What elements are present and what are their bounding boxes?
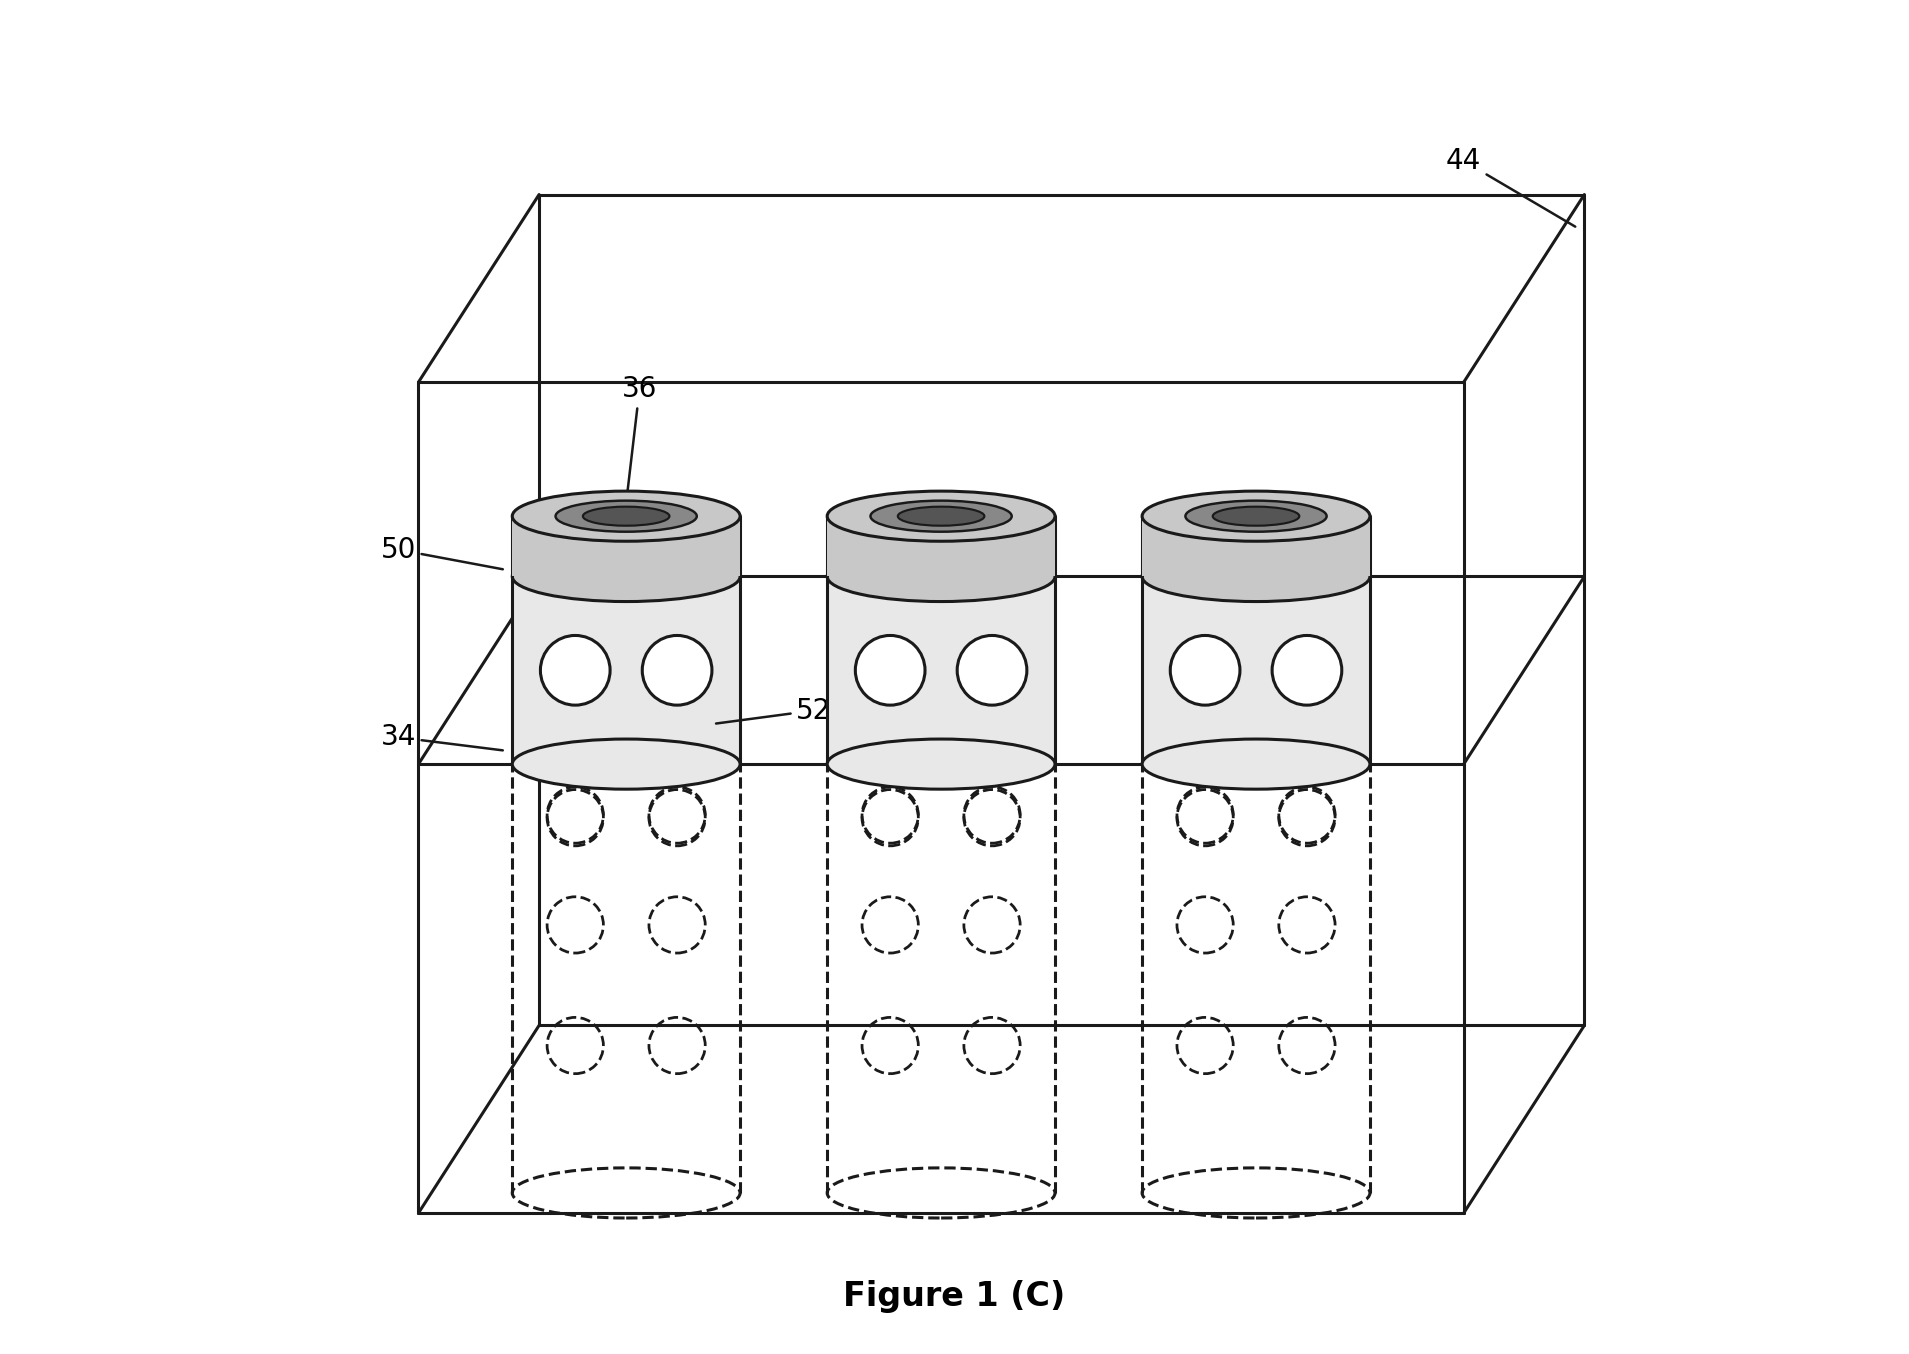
Text: 44: 44 xyxy=(1447,148,1575,226)
Ellipse shape xyxy=(827,551,1056,601)
Text: 34: 34 xyxy=(380,723,502,751)
Ellipse shape xyxy=(582,506,670,525)
Circle shape xyxy=(1170,635,1241,705)
Circle shape xyxy=(956,635,1027,705)
Circle shape xyxy=(641,635,712,705)
Circle shape xyxy=(855,635,926,705)
Ellipse shape xyxy=(512,739,741,789)
Ellipse shape xyxy=(1142,551,1371,601)
Circle shape xyxy=(1271,635,1342,705)
Ellipse shape xyxy=(512,551,741,601)
Ellipse shape xyxy=(871,501,1012,532)
Polygon shape xyxy=(1142,577,1371,764)
Ellipse shape xyxy=(1212,506,1300,525)
Ellipse shape xyxy=(1185,501,1327,532)
Ellipse shape xyxy=(1142,492,1371,542)
Ellipse shape xyxy=(556,501,697,532)
Text: 52: 52 xyxy=(716,696,832,724)
Ellipse shape xyxy=(827,492,1056,542)
Polygon shape xyxy=(827,577,1056,764)
Polygon shape xyxy=(827,516,1056,577)
Text: Figure 1 (C): Figure 1 (C) xyxy=(844,1280,1065,1312)
Polygon shape xyxy=(512,516,741,577)
Polygon shape xyxy=(1142,516,1371,577)
Text: 36: 36 xyxy=(622,375,657,500)
Ellipse shape xyxy=(1142,739,1371,789)
Polygon shape xyxy=(512,577,741,764)
Ellipse shape xyxy=(512,492,741,542)
Circle shape xyxy=(540,635,611,705)
Ellipse shape xyxy=(827,739,1056,789)
Text: 50: 50 xyxy=(380,536,502,569)
Ellipse shape xyxy=(897,506,985,525)
